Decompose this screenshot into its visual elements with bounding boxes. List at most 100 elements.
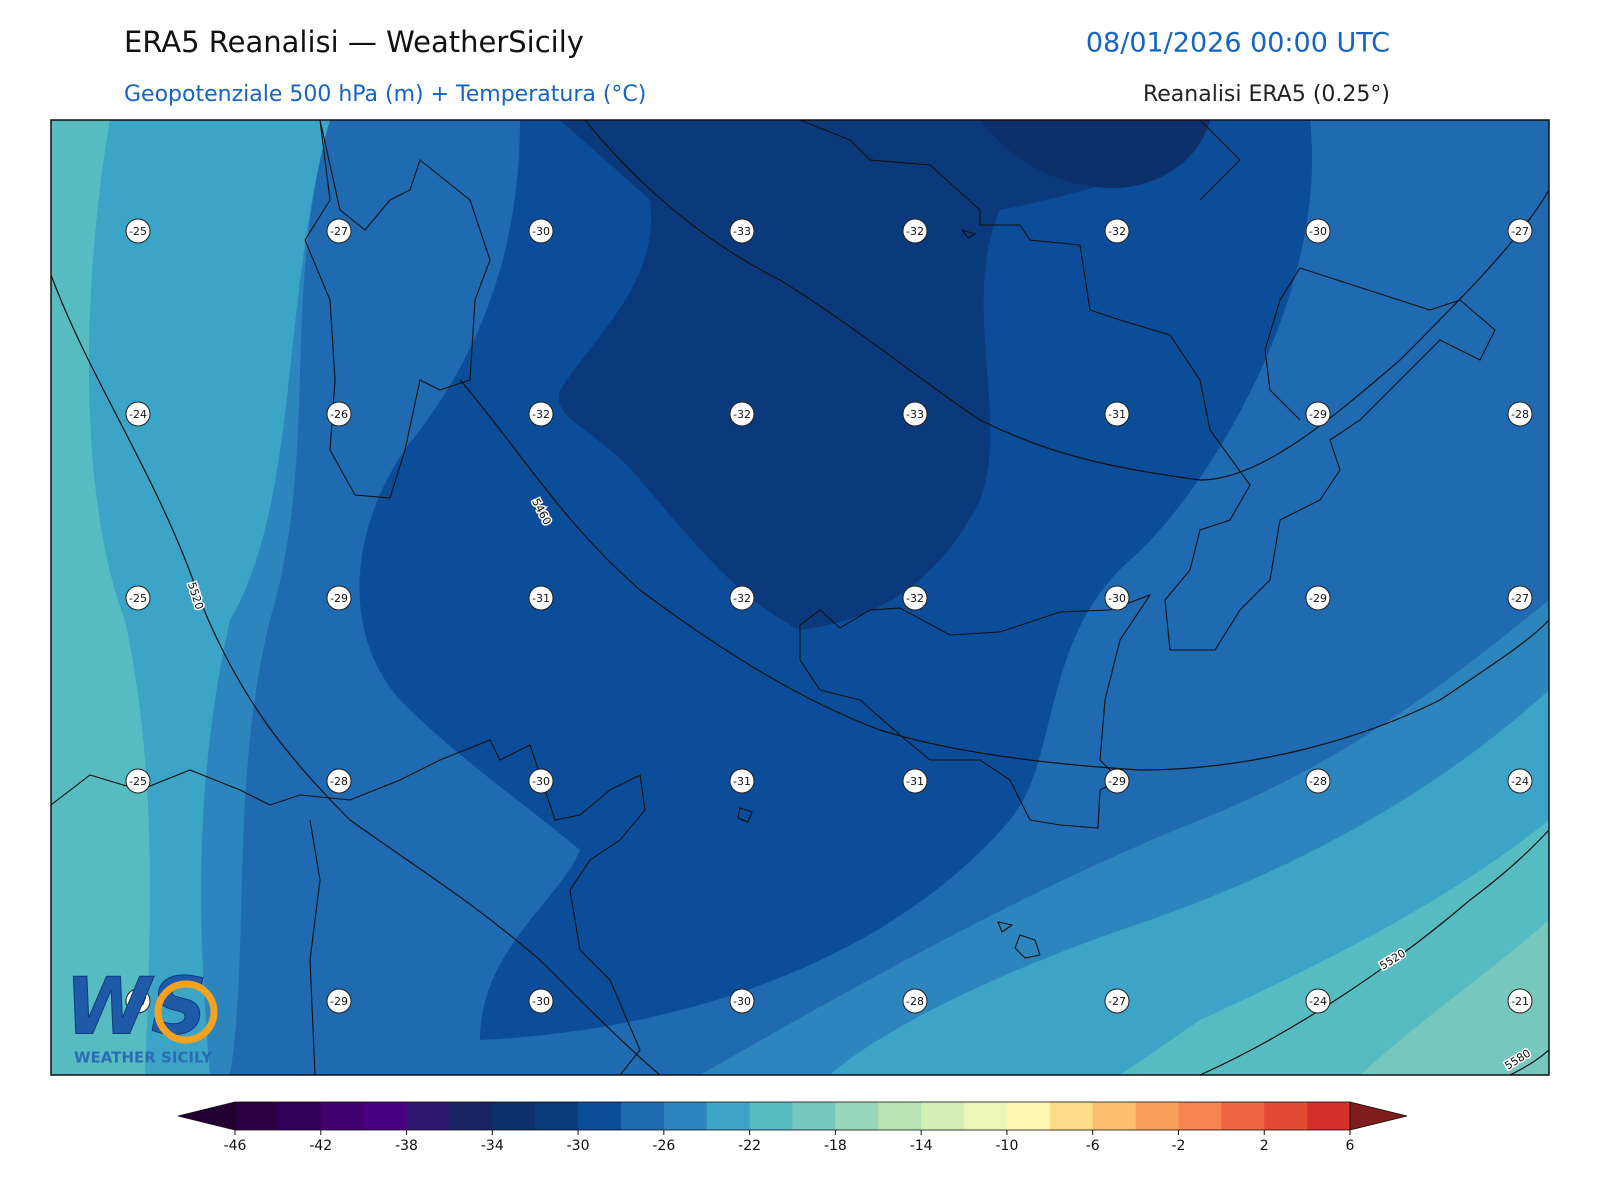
value-marker bbox=[1104, 988, 1130, 1014]
value-marker bbox=[528, 988, 554, 1014]
value-label: -32 bbox=[733, 592, 751, 605]
value-marker bbox=[902, 401, 928, 427]
value-marker bbox=[1104, 218, 1130, 244]
value-marker bbox=[125, 768, 151, 794]
value-marker bbox=[729, 401, 755, 427]
colorbar-bin bbox=[578, 1102, 622, 1130]
colorbar-bin bbox=[492, 1102, 536, 1130]
value-label: -30 bbox=[1108, 592, 1126, 605]
colorbar-tick-label: -10 bbox=[995, 1138, 1018, 1154]
colorbar-bin bbox=[1135, 1102, 1179, 1130]
value-marker bbox=[1507, 218, 1533, 244]
value-label: -31 bbox=[733, 775, 751, 788]
value-marker bbox=[1305, 218, 1331, 244]
value-marker bbox=[1305, 585, 1331, 611]
value-label: -29 bbox=[1309, 408, 1327, 421]
value-marker bbox=[1507, 988, 1533, 1014]
colorbar-bin bbox=[1264, 1102, 1308, 1130]
value-label: -32 bbox=[1108, 225, 1126, 238]
value-label: -29 bbox=[330, 995, 348, 1008]
colorbar-bin bbox=[1178, 1102, 1222, 1130]
value-marker bbox=[528, 401, 554, 427]
value-marker bbox=[1507, 768, 1533, 794]
colorbar-tick-label: -38 bbox=[395, 1138, 418, 1154]
value-label: -27 bbox=[129, 995, 147, 1008]
value-label: -30 bbox=[532, 995, 550, 1008]
value-label: -29 bbox=[1309, 592, 1327, 605]
island bbox=[737, 228, 1041, 959]
colorbar-tick-label: 6 bbox=[1346, 1138, 1355, 1154]
value-label: -32 bbox=[532, 408, 550, 421]
colorbar-bin bbox=[1006, 1102, 1051, 1130]
colorbar-tick-label: -46 bbox=[224, 1138, 247, 1154]
datetime: 08/01/2026 00:00 UTC bbox=[1086, 28, 1390, 59]
value-label: -28 bbox=[1309, 775, 1327, 788]
colorbar-bin bbox=[835, 1102, 879, 1130]
field bbox=[980, 120, 1210, 189]
title: ERA5 Reanalisi — WeatherSicily bbox=[124, 25, 584, 59]
colorbar-tick-label: -42 bbox=[309, 1138, 332, 1154]
value-label: -29 bbox=[1108, 775, 1126, 788]
colorbar-tick-label: -2 bbox=[1171, 1138, 1185, 1154]
colorbar-tick-label: -30 bbox=[567, 1138, 590, 1154]
value-marker bbox=[1104, 401, 1130, 427]
value-marker bbox=[125, 218, 151, 244]
colorbar-tick-label: -22 bbox=[738, 1138, 761, 1154]
colorbar-bin bbox=[663, 1102, 708, 1130]
field bbox=[1360, 920, 1549, 1075]
value-label: -30 bbox=[532, 225, 550, 238]
colorbar-bin bbox=[749, 1102, 793, 1130]
colorbar-bin bbox=[406, 1102, 450, 1130]
field bbox=[89, 120, 330, 1075]
value-marker bbox=[326, 585, 352, 611]
colorbar-bin bbox=[792, 1102, 836, 1130]
value-marker bbox=[528, 585, 554, 611]
isohypse bbox=[1509, 1049, 1549, 1075]
coastline bbox=[304, 120, 491, 499]
value-marker bbox=[326, 401, 352, 427]
colorbar-tick-label: -26 bbox=[652, 1138, 675, 1154]
value-label: -31 bbox=[1108, 408, 1126, 421]
value-label: -25 bbox=[129, 775, 147, 788]
value-label: -32 bbox=[906, 592, 924, 605]
isohypse bbox=[459, 379, 1549, 771]
logo: WS WEATHER SICILY bbox=[65, 962, 218, 1067]
value-label: -28 bbox=[330, 775, 348, 788]
value-marker bbox=[902, 988, 928, 1014]
value-marker bbox=[326, 768, 352, 794]
value-label: -24 bbox=[129, 408, 147, 421]
source: Reanalisi ERA5 (0.25°) bbox=[1143, 82, 1390, 107]
map-area bbox=[51, 120, 1549, 1075]
isohypse bbox=[51, 274, 661, 1075]
value-marker bbox=[729, 218, 755, 244]
value-marker bbox=[1104, 768, 1130, 794]
value-label: -32 bbox=[733, 408, 751, 421]
colorbar-extend bbox=[177, 1101, 236, 1131]
value-label: -25 bbox=[129, 225, 147, 238]
coastline bbox=[51, 739, 646, 1075]
value-marker bbox=[125, 988, 151, 1014]
value-label: -24 bbox=[1309, 995, 1327, 1008]
value-marker bbox=[902, 768, 928, 794]
value-marker bbox=[1305, 988, 1331, 1014]
isohypse bbox=[584, 120, 1549, 481]
value-marker bbox=[1507, 401, 1533, 427]
value-marker bbox=[729, 585, 755, 611]
value-marker bbox=[902, 585, 928, 611]
value-marker bbox=[528, 218, 554, 244]
colorbar-bin bbox=[1049, 1102, 1094, 1130]
colorbar-tick-label: 2 bbox=[1260, 1138, 1269, 1154]
colorbar-bin bbox=[235, 1102, 279, 1130]
isohypse bbox=[1199, 829, 1549, 1075]
field bbox=[51, 120, 151, 1075]
field bbox=[558, 120, 1200, 630]
value-marker bbox=[528, 768, 554, 794]
value-marker bbox=[1305, 401, 1331, 427]
value-label: -27 bbox=[1511, 225, 1529, 238]
colorbar-bin bbox=[878, 1102, 922, 1130]
value-label: -32 bbox=[906, 225, 924, 238]
colorbar-bin bbox=[964, 1102, 1008, 1130]
colorbar: -46 -42 -38 -34 -30 -26 -22 -18 -14 -10 -6 -2 2 6 bbox=[177, 1101, 1408, 1154]
